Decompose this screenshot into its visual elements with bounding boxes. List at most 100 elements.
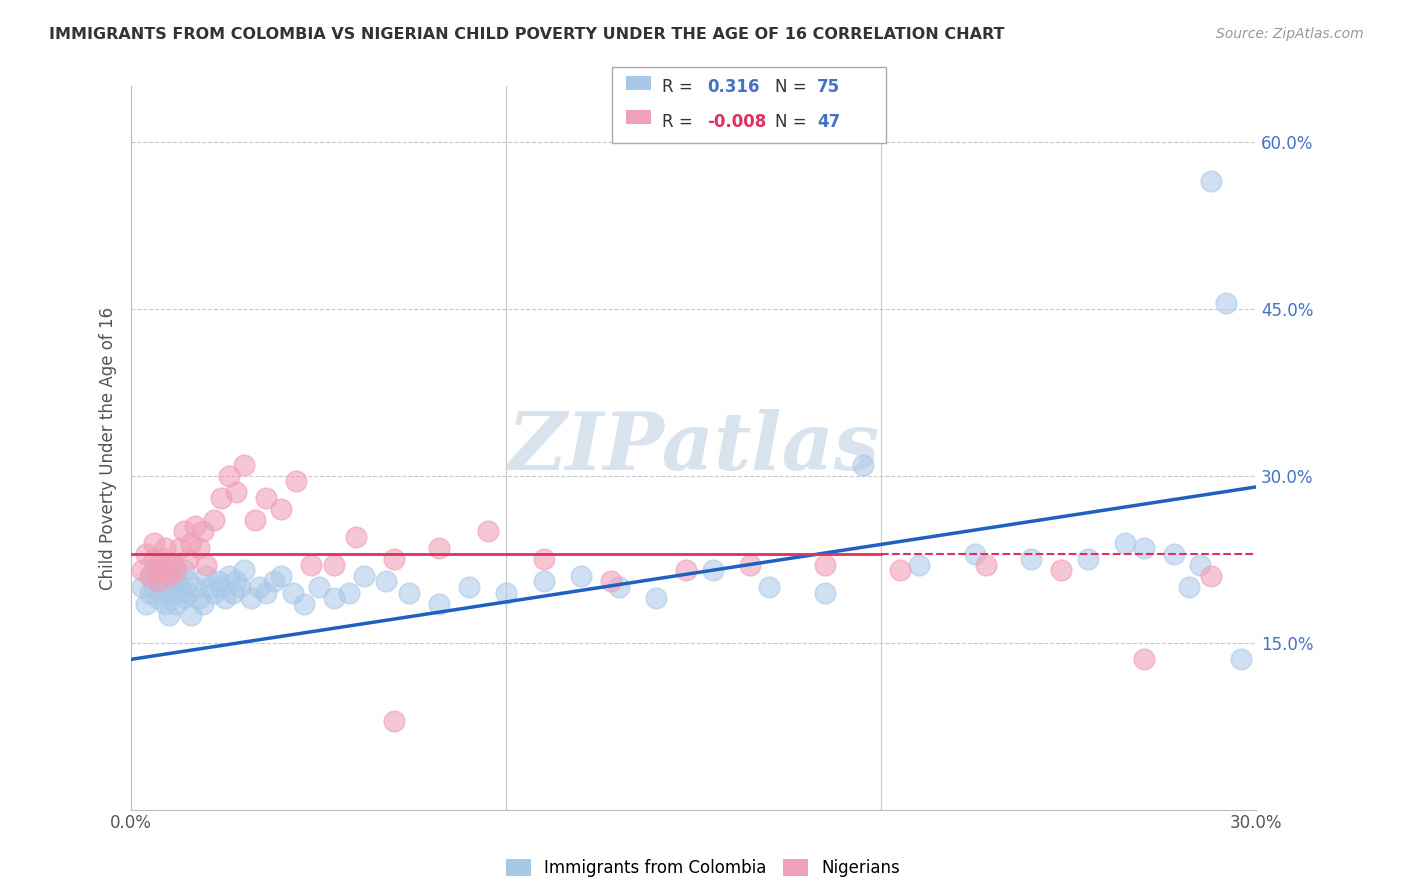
Point — [240, 591, 263, 606]
Point — [382, 714, 405, 728]
Point — [184, 580, 207, 594]
Point — [1215, 296, 1237, 310]
Point — [139, 569, 162, 583]
Point — [375, 574, 398, 589]
Point — [187, 541, 209, 555]
Point — [1178, 580, 1201, 594]
Point — [146, 574, 169, 589]
Point — [209, 580, 232, 594]
Point — [198, 580, 221, 594]
Point — [187, 591, 209, 606]
Text: IMMIGRANTS FROM COLOMBIA VS NIGERIAN CHILD POVERTY UNDER THE AGE OF 16 CORRELATI: IMMIGRANTS FROM COLOMBIA VS NIGERIAN CHI… — [49, 27, 1005, 42]
Point — [1133, 541, 1156, 555]
Point — [214, 591, 236, 606]
Point — [254, 491, 277, 505]
Point — [337, 585, 360, 599]
Point — [139, 585, 162, 599]
Point — [907, 558, 929, 572]
Point — [157, 607, 180, 622]
Point — [427, 541, 450, 555]
Point — [299, 558, 322, 572]
Point — [176, 574, 198, 589]
Point — [139, 569, 162, 583]
Point — [150, 563, 173, 577]
Point — [150, 580, 173, 594]
Point — [382, 552, 405, 566]
Legend: Immigrants from Colombia, Nigerians: Immigrants from Colombia, Nigerians — [499, 852, 907, 884]
Point — [142, 563, 165, 577]
Point — [157, 574, 180, 589]
Point — [142, 552, 165, 566]
Point — [974, 558, 997, 572]
Y-axis label: Child Poverty Under the Age of 16: Child Poverty Under the Age of 16 — [100, 306, 117, 590]
Point — [1114, 535, 1136, 549]
Point — [1019, 552, 1042, 566]
Point — [173, 563, 195, 577]
Point — [353, 569, 375, 583]
Point — [195, 569, 218, 583]
Point — [142, 535, 165, 549]
Point — [1201, 174, 1223, 188]
Point — [169, 541, 191, 555]
Point — [202, 513, 225, 527]
Point — [1133, 652, 1156, 666]
Point — [173, 524, 195, 539]
Point — [533, 552, 555, 566]
Point — [292, 597, 315, 611]
Point — [131, 563, 153, 577]
Point — [173, 591, 195, 606]
Point — [195, 558, 218, 572]
Point — [477, 524, 499, 539]
Text: 0.316: 0.316 — [707, 78, 759, 96]
Point — [180, 607, 202, 622]
Point — [162, 558, 184, 572]
Point — [1201, 569, 1223, 583]
Point — [281, 585, 304, 599]
Point — [207, 574, 229, 589]
Point — [146, 591, 169, 606]
Point — [131, 580, 153, 594]
Point — [232, 458, 254, 472]
Point — [209, 491, 232, 505]
Point — [135, 597, 157, 611]
Point — [308, 580, 330, 594]
Point — [814, 585, 837, 599]
Point — [202, 585, 225, 599]
Text: 75: 75 — [817, 78, 839, 96]
Point — [758, 580, 780, 594]
Point — [322, 591, 344, 606]
Point — [218, 468, 240, 483]
Text: Source: ZipAtlas.com: Source: ZipAtlas.com — [1216, 27, 1364, 41]
Point — [1230, 652, 1253, 666]
Point — [254, 585, 277, 599]
Point — [702, 563, 724, 577]
Point — [675, 563, 697, 577]
Point — [607, 580, 630, 594]
Point — [153, 552, 176, 566]
Point — [322, 558, 344, 572]
Point — [150, 563, 173, 577]
Point — [1050, 563, 1073, 577]
Point — [569, 569, 592, 583]
Point — [169, 580, 191, 594]
Point — [495, 585, 517, 599]
Point — [135, 547, 157, 561]
Point — [232, 563, 254, 577]
Point — [243, 513, 266, 527]
Point — [180, 535, 202, 549]
Point — [153, 597, 176, 611]
Point — [218, 569, 240, 583]
Point — [225, 574, 247, 589]
Point — [153, 585, 176, 599]
Point — [225, 485, 247, 500]
Text: ZIPatlas: ZIPatlas — [508, 409, 880, 487]
Point — [344, 530, 367, 544]
Point — [814, 558, 837, 572]
Point — [221, 585, 243, 599]
Point — [738, 558, 761, 572]
Point — [533, 574, 555, 589]
Point — [600, 574, 623, 589]
Point — [165, 569, 187, 583]
Point — [191, 524, 214, 539]
Point — [184, 518, 207, 533]
